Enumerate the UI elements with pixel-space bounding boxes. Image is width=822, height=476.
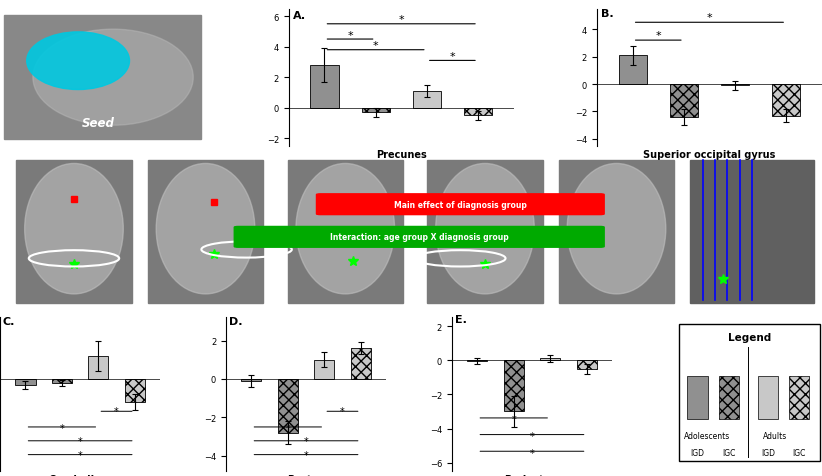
Text: *: * [78, 436, 82, 446]
Ellipse shape [25, 164, 123, 294]
Ellipse shape [436, 164, 534, 294]
Text: *: * [303, 436, 308, 446]
Bar [413, 92, 441, 109]
Ellipse shape [567, 164, 666, 294]
Bar [687, 376, 708, 419]
Text: IGD: IGD [690, 448, 704, 457]
Bar [679, 324, 820, 461]
X-axis label: Superior occipital gyrus: Superior occipital gyrus [644, 149, 776, 159]
Bar [464, 109, 492, 116]
Bar [427, 161, 543, 303]
Ellipse shape [27, 33, 130, 90]
Text: *: * [655, 31, 661, 41]
Bar [559, 161, 674, 303]
Text: IGC: IGC [792, 448, 806, 457]
Text: *: * [529, 448, 534, 458]
Text: *: * [529, 431, 534, 441]
Bar [278, 379, 298, 433]
Text: D.: D. [229, 316, 242, 326]
Text: *: * [303, 450, 308, 460]
Text: *: * [511, 415, 516, 425]
Text: *: * [59, 423, 64, 433]
Text: *: * [373, 41, 378, 51]
Text: IGC: IGC [722, 448, 736, 457]
Text: *: * [707, 13, 712, 23]
Ellipse shape [296, 164, 395, 294]
Text: *: * [78, 450, 82, 460]
Bar [88, 356, 109, 379]
Text: IGD: IGD [761, 448, 775, 457]
Bar [576, 360, 597, 369]
Bar [16, 379, 35, 385]
Text: Legend: Legend [728, 332, 772, 342]
Text: Main effect of diagnosis group: Main effect of diagnosis group [394, 200, 527, 209]
X-axis label: Cerebellum: Cerebellum [48, 474, 112, 476]
Bar [125, 379, 145, 402]
Bar [721, 85, 749, 86]
Text: A.: A. [293, 11, 306, 21]
Text: *: * [285, 423, 290, 433]
Ellipse shape [156, 164, 255, 294]
Text: Adults: Adults [763, 431, 787, 439]
Text: *: * [399, 15, 404, 25]
Bar [619, 56, 647, 85]
Bar [758, 376, 778, 419]
Bar [690, 161, 814, 303]
Bar [314, 360, 335, 379]
Ellipse shape [33, 30, 193, 126]
Bar [540, 359, 561, 360]
Bar [351, 348, 371, 379]
Bar [362, 109, 390, 113]
X-axis label: Precunes: Precunes [376, 149, 427, 159]
Bar [288, 161, 403, 303]
Text: *: * [340, 406, 345, 416]
Bar [242, 379, 261, 381]
Bar [670, 85, 698, 118]
Text: Seed: Seed [82, 117, 115, 130]
Text: *: * [114, 406, 119, 416]
X-axis label: Rectus: Rectus [288, 474, 325, 476]
Bar [468, 360, 487, 361]
FancyBboxPatch shape [234, 227, 604, 248]
Bar [311, 66, 339, 109]
Text: B.: B. [601, 9, 613, 19]
Text: *: * [347, 30, 353, 40]
Text: E.: E. [455, 314, 467, 324]
Bar [718, 376, 739, 419]
Text: Interaction: age group X diagnosis group: Interaction: age group X diagnosis group [330, 233, 509, 242]
Bar [16, 161, 132, 303]
Bar [148, 161, 263, 303]
Text: C.: C. [3, 316, 16, 326]
Bar [504, 360, 524, 412]
Bar [772, 85, 801, 116]
Bar [789, 376, 810, 419]
Text: Adolescents: Adolescents [685, 431, 731, 439]
X-axis label: Brainstem: Brainstem [504, 474, 560, 476]
FancyBboxPatch shape [316, 194, 604, 215]
Text: *: * [450, 52, 455, 62]
Bar [52, 379, 72, 383]
